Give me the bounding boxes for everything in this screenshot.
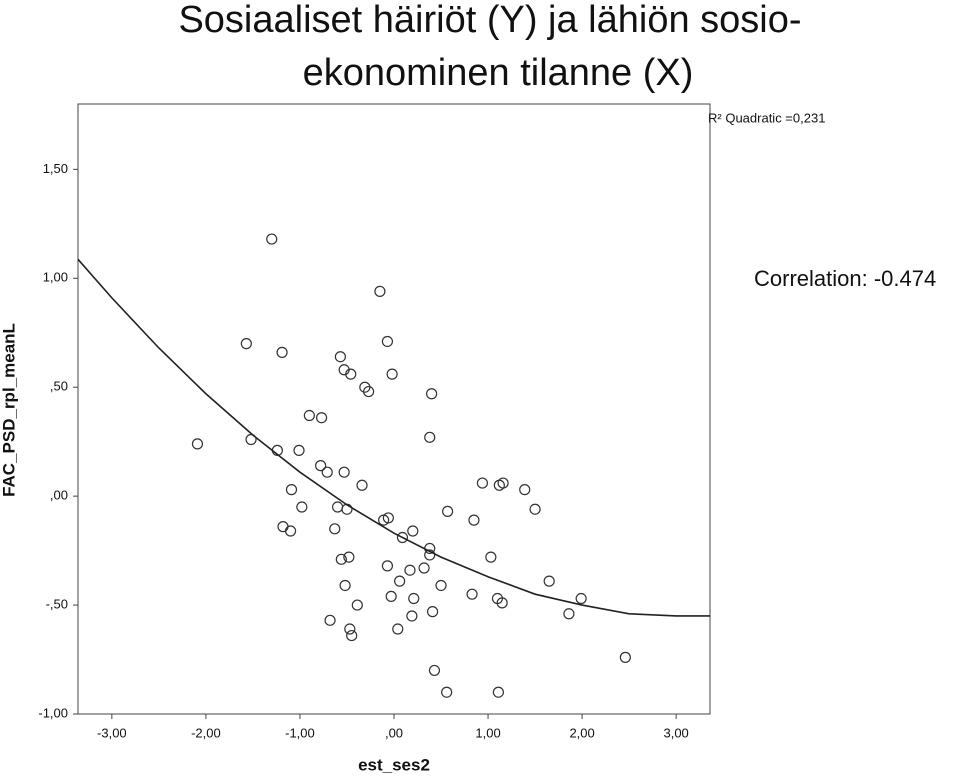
point <box>476 477 489 489</box>
point <box>563 608 575 620</box>
point <box>339 579 351 592</box>
point <box>492 686 504 698</box>
x-tick-label: 3,00 <box>663 725 688 740</box>
y-axis-label: FAC_PSD_rpl_meanL <box>0 323 18 497</box>
point <box>396 531 409 544</box>
x-axis-label: est_ses2 <box>358 755 430 774</box>
point <box>424 431 436 443</box>
point <box>519 484 531 496</box>
point <box>468 514 480 526</box>
point <box>406 610 418 622</box>
point <box>285 484 298 496</box>
point <box>575 592 587 605</box>
point <box>363 385 375 398</box>
point <box>442 505 454 517</box>
point <box>485 551 497 563</box>
point <box>343 551 355 563</box>
point <box>426 388 438 400</box>
plot-frame <box>77 103 711 715</box>
point <box>407 525 419 537</box>
point <box>240 338 252 350</box>
point <box>374 285 386 297</box>
point <box>394 575 406 587</box>
y-tick-label: 1,50 <box>43 161 68 176</box>
point <box>404 564 416 576</box>
y-tick-label: 1,00 <box>43 270 68 285</box>
point <box>441 686 453 698</box>
y-tick-label: -,50 <box>46 597 68 612</box>
chart-title: ekonominen tilanne (X) <box>303 52 694 94</box>
point <box>497 477 509 489</box>
point <box>351 599 363 611</box>
correlation-annotation: Correlation: -0.474 <box>754 266 936 291</box>
y-tick-label: ,00 <box>50 488 68 503</box>
point <box>496 597 508 609</box>
point <box>386 368 398 380</box>
point <box>619 651 631 663</box>
point <box>266 233 278 245</box>
point <box>344 623 356 635</box>
x-tick-label: -1,00 <box>285 725 315 740</box>
fit-curve <box>77 258 710 617</box>
point <box>428 664 441 677</box>
point <box>335 553 347 565</box>
point <box>284 525 297 537</box>
point <box>303 409 315 422</box>
point <box>529 503 541 515</box>
y-tick-label: -1,00 <box>38 705 68 720</box>
point <box>296 501 308 513</box>
point <box>329 523 341 535</box>
point <box>381 560 394 572</box>
point <box>381 335 394 348</box>
x-tick-label: 2,00 <box>569 725 594 740</box>
point <box>435 579 447 592</box>
x-tick-label: -2,00 <box>191 725 221 740</box>
point <box>424 549 436 561</box>
x-tick-label: ,00 <box>385 725 403 740</box>
point <box>334 351 346 363</box>
x-tick-label: -3,00 <box>97 725 127 740</box>
point <box>276 346 288 358</box>
y-tick-label: ,50 <box>50 379 68 394</box>
point <box>426 606 439 618</box>
point <box>191 438 204 450</box>
point <box>418 562 430 574</box>
x-tick-label: 1,00 <box>475 725 500 740</box>
point <box>392 623 404 635</box>
point <box>466 588 478 600</box>
point <box>345 368 357 380</box>
point <box>382 512 394 524</box>
point <box>315 412 328 424</box>
point <box>356 479 368 491</box>
point <box>324 614 336 626</box>
point <box>293 444 305 456</box>
fit-annotation: R² Quadratic =0,231 <box>708 110 825 125</box>
point <box>385 590 397 602</box>
chart-title: Sosiaaliset häiriöt (Y) ja lähiön sosio- <box>178 0 801 41</box>
point <box>315 460 327 472</box>
point <box>408 592 420 605</box>
point <box>346 629 358 642</box>
point <box>543 575 555 587</box>
point <box>338 466 350 478</box>
point <box>321 466 333 478</box>
